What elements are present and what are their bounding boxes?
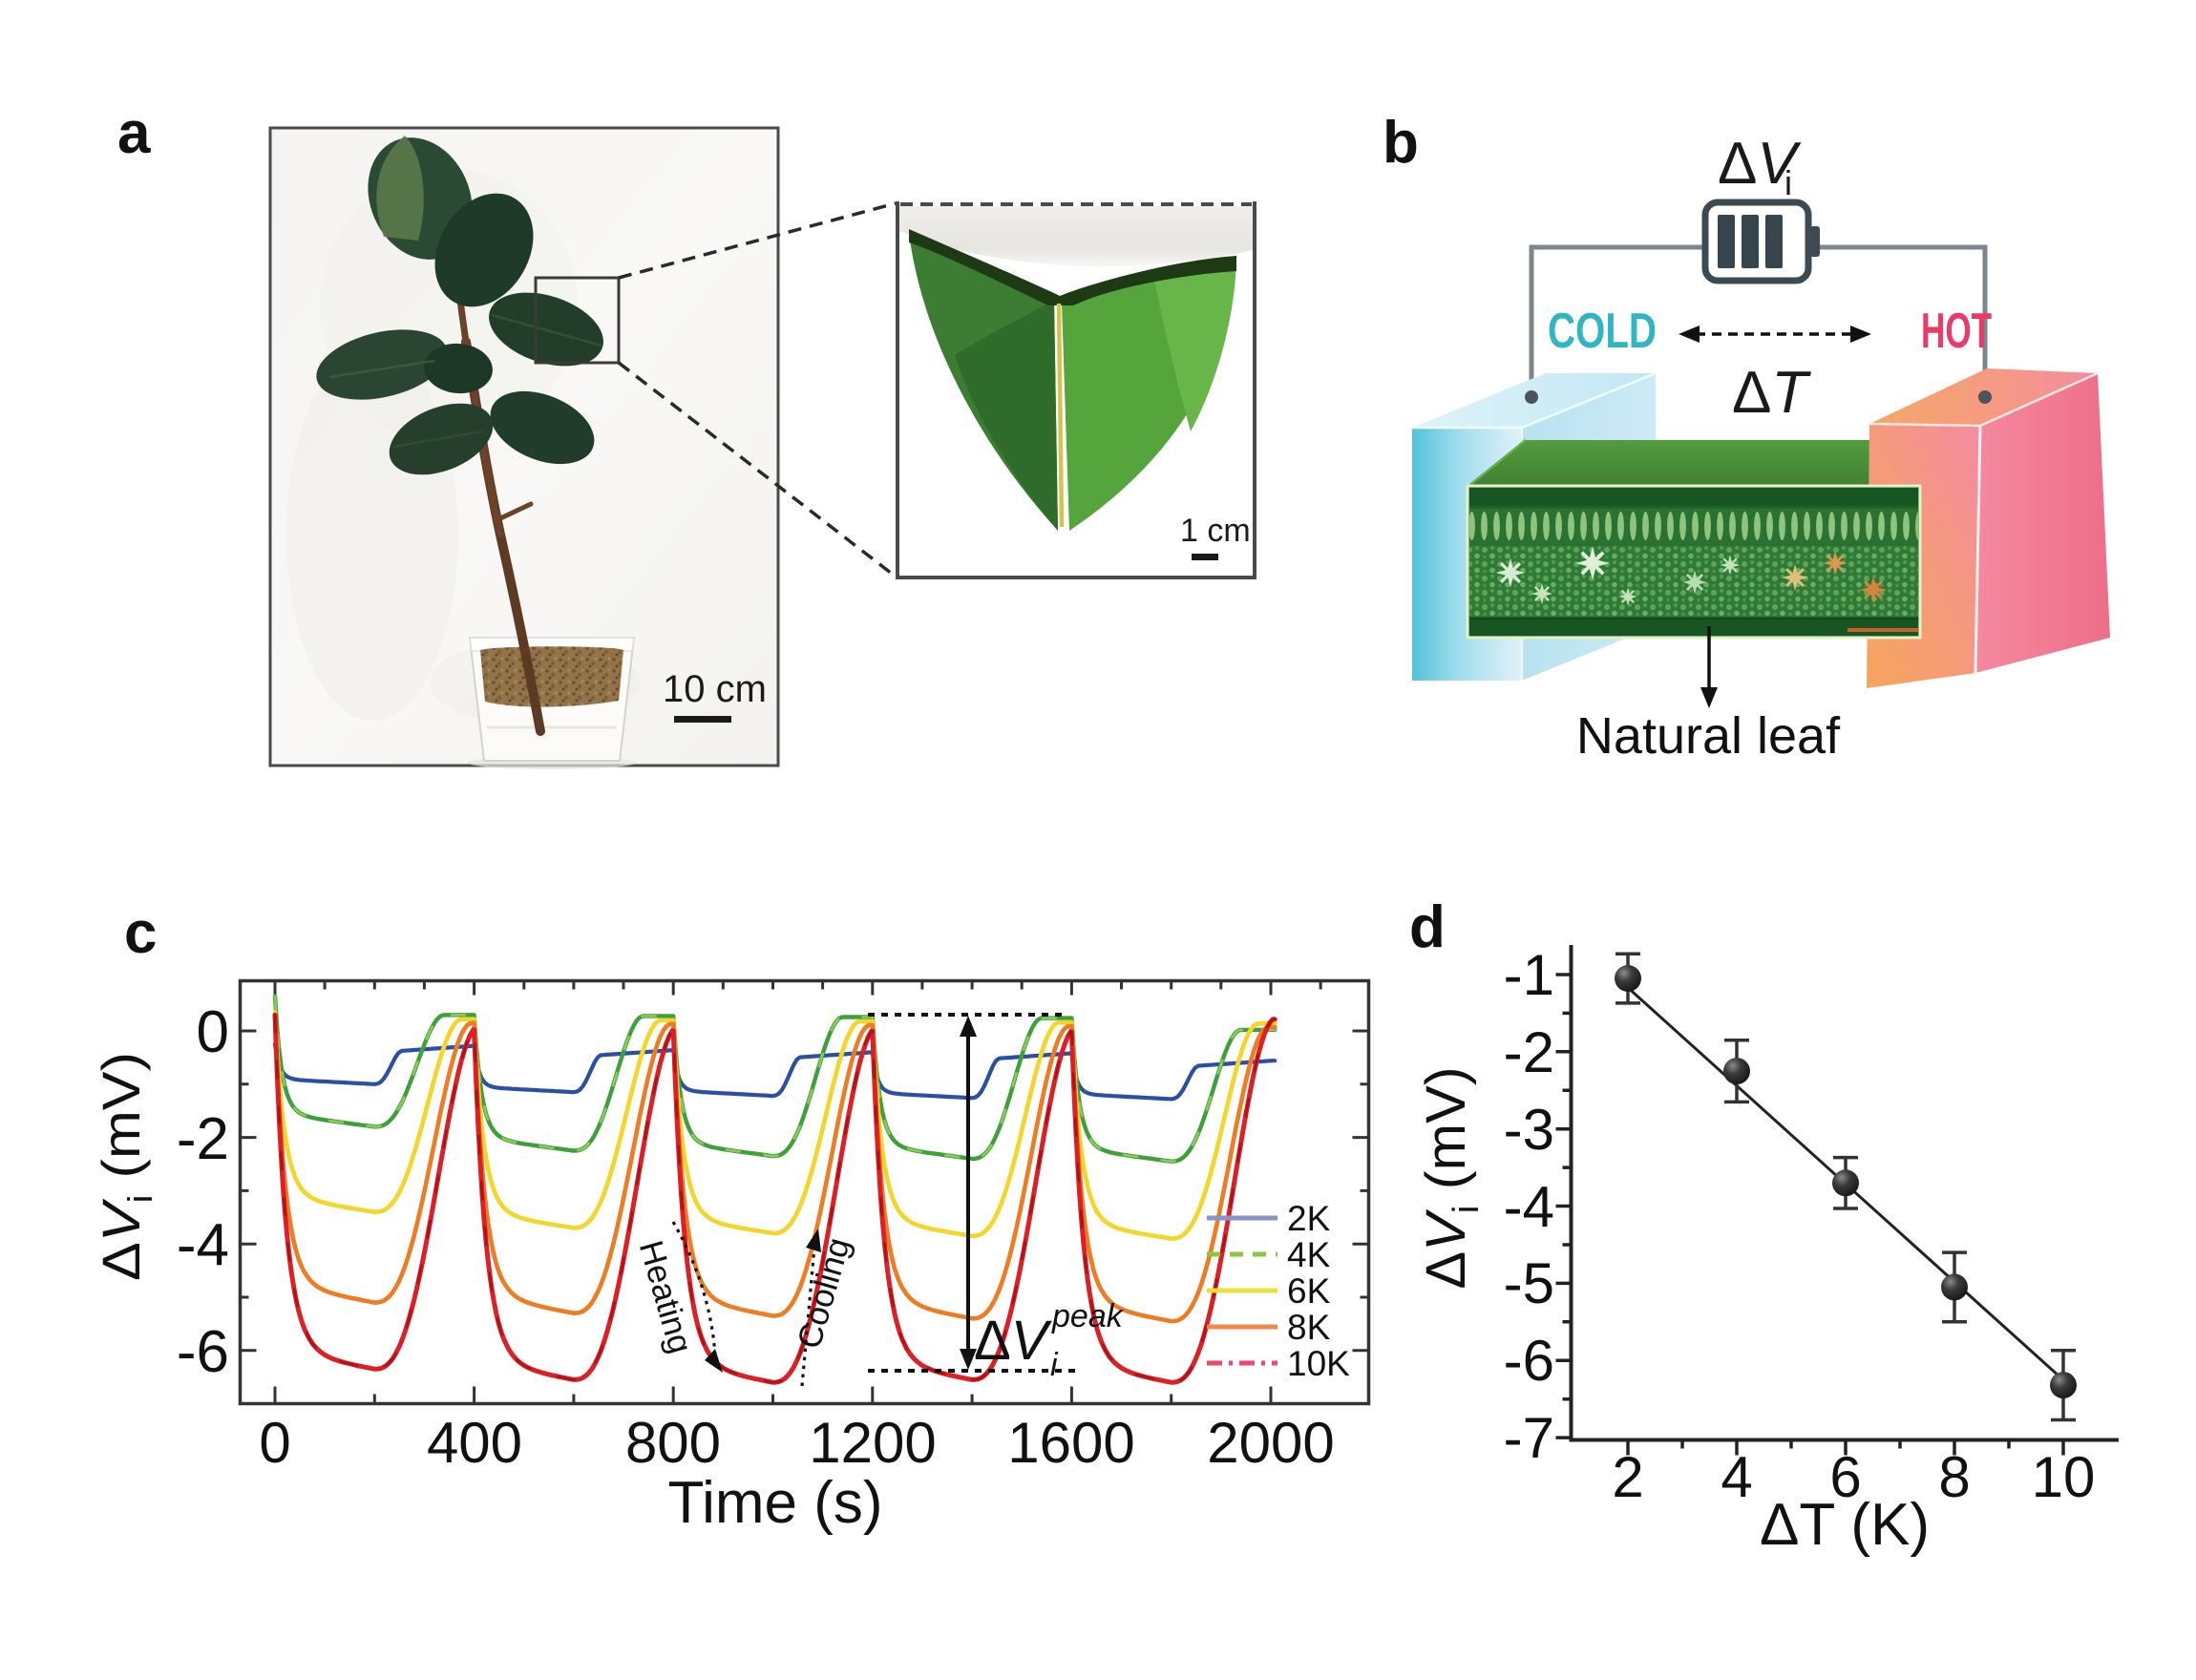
svg-text:ΔT: ΔT: [1732, 360, 1811, 426]
svg-text:COLD: COLD: [1548, 304, 1657, 359]
svg-text:-6: -6: [177, 1319, 229, 1385]
svg-text:1600: 1600: [1007, 1411, 1134, 1475]
svg-text:d: d: [1409, 894, 1446, 960]
svg-text:6: 6: [1829, 1445, 1861, 1509]
svg-text:400: 400: [427, 1411, 522, 1475]
svg-text:Time (s): Time (s): [668, 1470, 883, 1536]
svg-text:10 cm: 10 cm: [663, 668, 767, 710]
svg-text:-4: -4: [1504, 1175, 1554, 1239]
svg-text:peak: peak: [1051, 1298, 1125, 1334]
svg-text:0: 0: [259, 1411, 290, 1475]
svg-text:-3: -3: [1504, 1098, 1554, 1162]
svg-text:2: 2: [1612, 1445, 1643, 1509]
svg-text:ΔT (K): ΔT (K): [1760, 1492, 1930, 1558]
svg-text:a: a: [117, 100, 151, 166]
svg-text:2K: 2K: [1287, 1199, 1331, 1238]
svg-text:4K: 4K: [1287, 1235, 1331, 1274]
svg-text:HOT: HOT: [1921, 304, 1992, 359]
svg-text:10K: 10K: [1287, 1344, 1350, 1383]
svg-text:-7: -7: [1504, 1406, 1554, 1470]
svg-text:i: i: [1784, 163, 1792, 202]
svg-text:i: i: [1050, 1347, 1059, 1383]
svg-text:8: 8: [1938, 1445, 1970, 1509]
svg-text:ΔVi (mV): ΔVi (mV): [1415, 1067, 1487, 1290]
svg-text:800: 800: [625, 1411, 721, 1475]
svg-text:ΔVi (mV): ΔVi (mV): [91, 1052, 159, 1281]
svg-text:1200: 1200: [809, 1411, 936, 1475]
svg-text:8K: 8K: [1287, 1308, 1331, 1347]
svg-text:-6: -6: [1504, 1329, 1554, 1393]
svg-text:c: c: [124, 900, 157, 966]
svg-text:6K: 6K: [1287, 1271, 1331, 1311]
svg-text:1 cm: 1 cm: [1180, 513, 1251, 549]
svg-text:-4: -4: [177, 1212, 229, 1278]
svg-text:2000: 2000: [1207, 1411, 1334, 1475]
svg-text:10: 10: [2032, 1445, 2096, 1509]
svg-text:ΔV: ΔV: [1718, 131, 1802, 197]
svg-text:0: 0: [197, 999, 229, 1065]
svg-text:b: b: [1383, 110, 1419, 176]
svg-text:-2: -2: [1504, 1020, 1554, 1084]
svg-text:4: 4: [1721, 1445, 1752, 1509]
svg-text:-2: -2: [177, 1106, 229, 1172]
svg-text:-5: -5: [1504, 1251, 1554, 1315]
svg-text:ΔV: ΔV: [974, 1310, 1053, 1372]
svg-text:-1: -1: [1504, 943, 1554, 1007]
svg-text:Natural leaf: Natural leaf: [1576, 707, 1841, 765]
